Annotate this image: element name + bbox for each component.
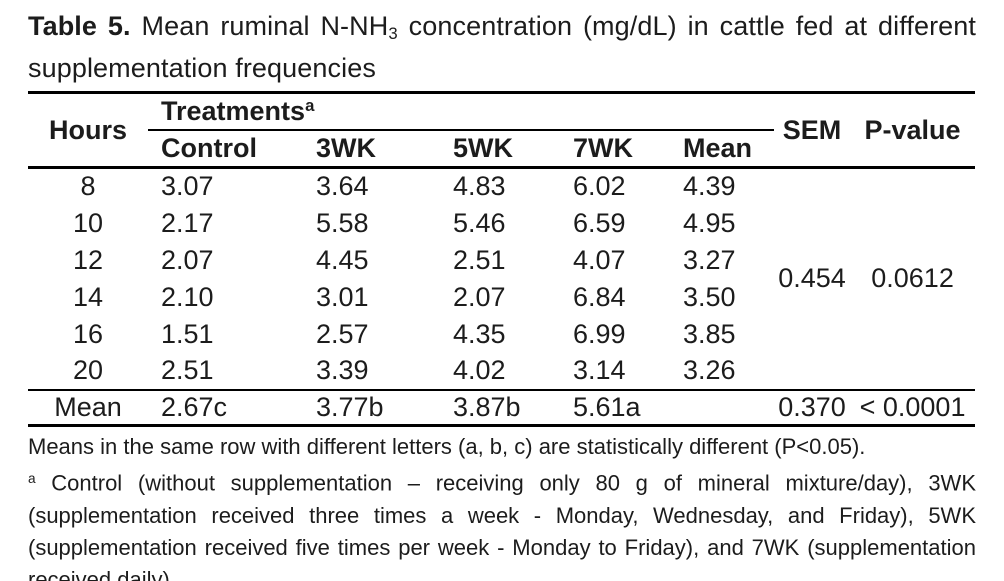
table-row-hour-14: 14 2.10 3.01 2.07 6.84 3.50 bbox=[28, 279, 975, 316]
cell-mean: 4.39 bbox=[683, 171, 736, 202]
cell-7wk: 6.99 bbox=[573, 318, 626, 349]
cell-hours: 20 bbox=[72, 355, 104, 386]
cell-sem-overall: 0.454 bbox=[778, 263, 846, 294]
cell-3wk: 2.57 bbox=[316, 318, 369, 349]
header-row-treatments: Hours Treatmentsa SEM P-value bbox=[28, 92, 975, 145]
header-3wk: 3WK bbox=[316, 132, 376, 163]
footnote-treatments-text: Control (without supplementation – recei… bbox=[28, 470, 976, 581]
cell-control: 2.17 bbox=[161, 207, 214, 238]
table-row-hour-10: 10 2.17 5.58 5.46 6.59 4.95 bbox=[28, 205, 975, 242]
cell-hours: 16 bbox=[72, 318, 104, 349]
cell-mean-pvalue: < 0.0001 bbox=[859, 391, 966, 422]
header-7wk: 7WK bbox=[573, 132, 633, 163]
cell-mean-label: Mean bbox=[54, 391, 122, 422]
cell-hours: 14 bbox=[72, 281, 104, 312]
cell-5wk: 2.51 bbox=[453, 244, 506, 275]
table-row-hour-12: 12 2.07 4.45 2.51 4.07 3.27 bbox=[28, 242, 975, 279]
results-table: Hours Treatmentsa SEM P-value Control 3W… bbox=[28, 91, 976, 428]
cell-mean: 3.85 bbox=[683, 318, 736, 349]
cell-hours: 12 bbox=[72, 244, 104, 275]
header-row-subgroups: Control 3WK 5WK 7WK Mean bbox=[28, 130, 975, 168]
header-hours: Hours bbox=[48, 114, 127, 145]
cell-control: 2.07 bbox=[161, 244, 214, 275]
table-row-hour-8: 8 3.07 3.64 4.83 6.02 4.39 0.454 0.0612 bbox=[28, 168, 975, 293]
header-pvalue: P-value bbox=[864, 114, 961, 145]
caption-label: Table 5. bbox=[28, 11, 131, 41]
cell-5wk: 2.07 bbox=[453, 281, 506, 312]
cell-control: 1.51 bbox=[161, 318, 214, 349]
cell-pvalue-overall: 0.0612 bbox=[871, 263, 954, 294]
cell-7wk: 4.07 bbox=[573, 244, 626, 275]
cell-mean-5wk: 3.87b bbox=[453, 391, 521, 422]
cell-mean: 3.26 bbox=[683, 355, 736, 386]
cell-3wk: 3.64 bbox=[316, 171, 369, 202]
cell-5wk: 5.46 bbox=[453, 207, 506, 238]
cell-3wk: 3.39 bbox=[316, 355, 369, 386]
cell-3wk: 5.58 bbox=[316, 207, 369, 238]
header-treatments-superscript: a bbox=[305, 95, 315, 115]
table-row-hour-16: 16 1.51 2.57 4.35 6.99 3.85 bbox=[28, 316, 975, 353]
cell-control: 2.51 bbox=[161, 355, 214, 386]
header-sem: SEM bbox=[782, 114, 842, 145]
header-5wk: 5WK bbox=[453, 132, 513, 163]
footnote-superscript: a bbox=[28, 471, 36, 487]
cell-5wk: 4.02 bbox=[453, 355, 506, 386]
cell-mean-3wk: 3.77b bbox=[316, 391, 384, 422]
header-mean: Mean bbox=[683, 132, 753, 163]
cell-7wk: 6.84 bbox=[573, 281, 626, 312]
cell-mean-7wk: 5.61a bbox=[573, 391, 641, 422]
footnote-significance: Means in the same row with different let… bbox=[28, 434, 866, 460]
header-treatments: Treatmentsa bbox=[148, 92, 775, 131]
cell-mean-control: 2.67c bbox=[161, 391, 228, 422]
cell-mean: 3.27 bbox=[683, 244, 736, 275]
cell-mean-sem: 0.370 bbox=[778, 391, 846, 422]
footnote-treatments-definition: a Control (without supplementation – rec… bbox=[28, 463, 976, 581]
caption-subscript: 3 bbox=[388, 24, 398, 44]
cell-3wk: 3.01 bbox=[316, 281, 369, 312]
cell-3wk: 4.45 bbox=[316, 244, 369, 275]
caption-text-before-subscript: Mean ruminal N-NH bbox=[130, 11, 389, 41]
header-control: Control bbox=[161, 132, 257, 163]
table-row-mean: Mean 2.67c 3.77b 3.87b 5.61a 0.370 < 0.0… bbox=[28, 389, 976, 426]
cell-mean: 3.50 bbox=[683, 281, 736, 312]
caption-text-after-subscript: concentration (mg/dL) in cattle fed at d… bbox=[28, 11, 976, 84]
cell-hours: 10 bbox=[72, 207, 104, 238]
cell-7wk: 6.59 bbox=[573, 207, 626, 238]
table-row-hour-20: 20 2.51 3.39 4.02 3.14 3.26 bbox=[28, 353, 975, 390]
cell-7wk: 3.14 bbox=[573, 355, 626, 386]
cell-7wk: 6.02 bbox=[573, 171, 626, 202]
cell-5wk: 4.83 bbox=[453, 171, 506, 202]
cell-hours: 8 bbox=[80, 171, 96, 202]
cell-5wk: 4.35 bbox=[453, 318, 506, 349]
cell-control: 3.07 bbox=[161, 171, 214, 202]
cell-mean: 4.95 bbox=[683, 207, 736, 238]
cell-control: 2.10 bbox=[161, 281, 214, 312]
cell-mean-mean bbox=[673, 390, 774, 426]
table-caption: Table 5. Mean ruminal N-NH3 concentratio… bbox=[28, 9, 976, 86]
header-treatments-label: Treatments bbox=[161, 96, 306, 127]
